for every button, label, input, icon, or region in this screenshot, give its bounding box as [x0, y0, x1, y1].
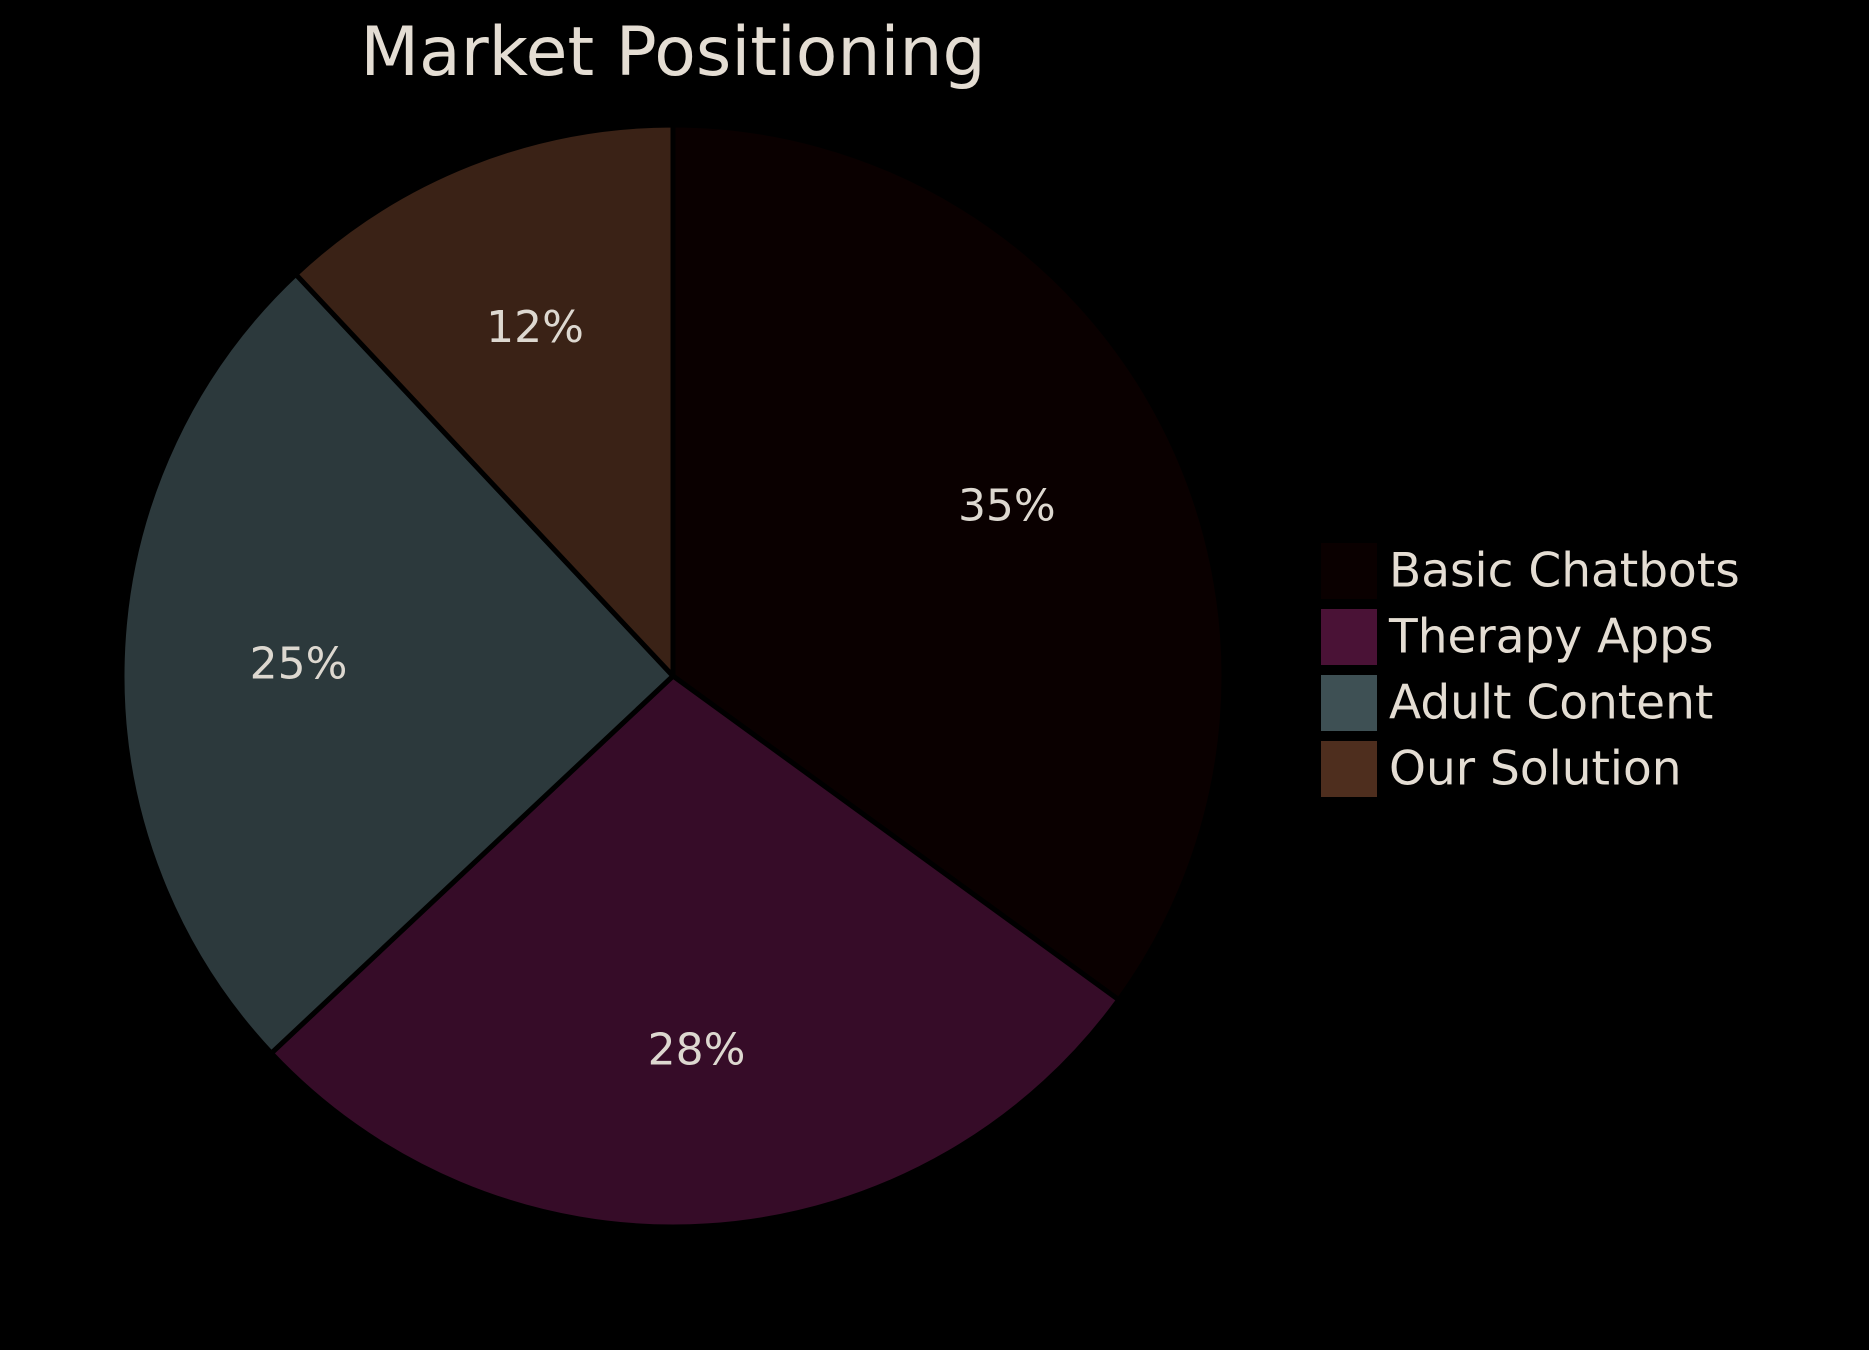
pie-slice-therapy-apps — [268, 673, 1122, 1230]
pie-slice-basic-chatbots — [670, 122, 1227, 1003]
legend-label-basic-chatbots: Basic Chatbots — [1389, 544, 1740, 599]
legend: Basic Chatbots Therapy Apps Adult Content O… — [1321, 543, 1740, 797]
pie-slices — [119, 122, 1227, 1230]
legend-swatch-basic-chatbots — [1321, 543, 1377, 599]
legend-label-our-solution: Our Solution — [1389, 742, 1682, 797]
legend-swatch-adult-content — [1321, 675, 1377, 731]
legend-label-therapy-apps: Therapy Apps — [1388, 610, 1713, 665]
pie-slice-our-solution — [293, 122, 676, 679]
legend-label-adult-content: Adult Content — [1389, 676, 1713, 731]
slice-label-our-solution: 12% — [486, 302, 584, 353]
slice-labels: 35% 28% 25% 12% — [250, 302, 1056, 1075]
slice-label-basic-chatbots: 35% — [958, 480, 1056, 531]
slice-label-therapy-apps: 28% — [648, 1024, 746, 1075]
legend-swatch-therapy-apps — [1321, 609, 1377, 665]
chart-title: Market Positioning — [360, 13, 985, 92]
pie-slice-adult-content — [119, 271, 676, 1056]
legend-item-our-solution: Our Solution — [1321, 741, 1682, 797]
legend-swatch-our-solution — [1321, 741, 1377, 797]
legend-item-adult-content: Adult Content — [1321, 675, 1713, 731]
legend-item-basic-chatbots: Basic Chatbots — [1321, 543, 1740, 599]
slice-label-adult-content: 25% — [250, 639, 348, 690]
legend-item-therapy-apps: Therapy Apps — [1321, 609, 1713, 665]
